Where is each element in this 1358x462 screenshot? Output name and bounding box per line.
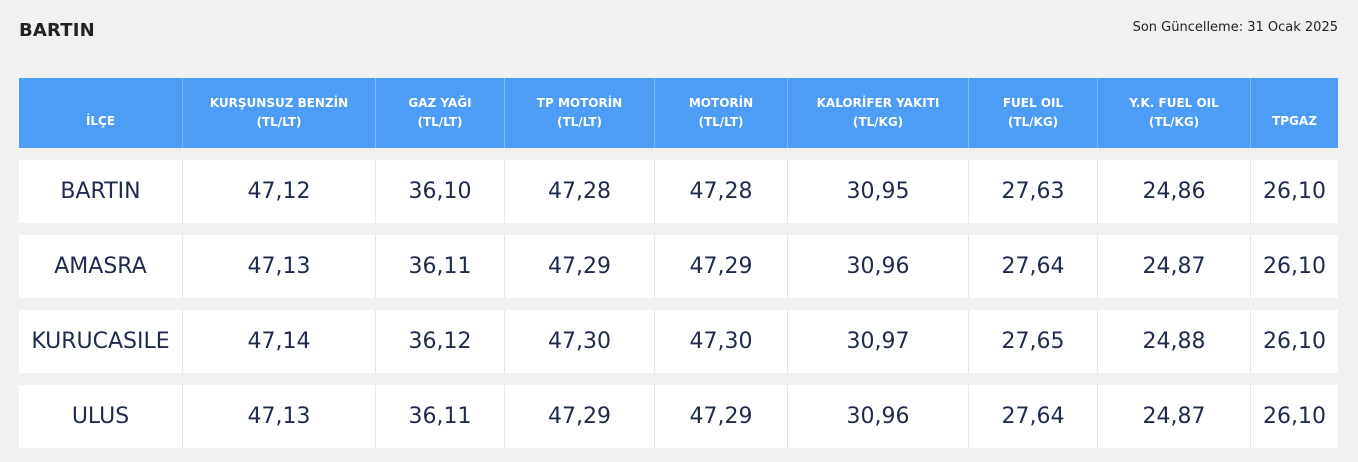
cell-kursunsuz-benzin: 47,13	[182, 385, 375, 448]
cell-kalorifer-yakiti: 30,96	[787, 235, 968, 298]
column-header-unit: (TL/LT)	[256, 115, 302, 129]
cell-ilce: ULUS	[19, 385, 182, 448]
cell-gaz-yagi: 36,11	[375, 235, 504, 298]
cell-tp-motorin: 47,30	[504, 310, 654, 373]
cell-tpgaz: 26,10	[1250, 160, 1338, 223]
cell-tpgaz: 26,10	[1250, 235, 1338, 298]
column-header-fuel-oil: FUEL OIL (TL/KG)	[968, 78, 1097, 148]
cell-tpgaz: 26,10	[1250, 310, 1338, 373]
column-header-unit: (TL/LT)	[698, 115, 744, 129]
cell-motorin: 47,28	[654, 160, 787, 223]
column-header-kalorifer-yakiti: KALORİFER YAKITI (TL/KG)	[787, 78, 968, 148]
table-row: BARTIN 47,12 36,10 47,28 47,28 30,95 27,…	[19, 160, 1338, 223]
column-header-tp-motorin: TP MOTORİN (TL/LT)	[504, 78, 654, 148]
column-header-unit: (TL/KG)	[1148, 115, 1200, 129]
table-row: ULUS 47,13 36,11 47,29 47,29 30,96 27,64…	[19, 385, 1338, 448]
cell-ilce: AMASRA	[19, 235, 182, 298]
cell-yk-fuel-oil: 24,87	[1097, 385, 1250, 448]
table-row: AMASRA 47,13 36,11 47,29 47,29 30,96 27,…	[19, 235, 1338, 298]
column-header-yk-fuel-oil: Y.K. FUEL OIL (TL/KG)	[1097, 78, 1250, 148]
cell-motorin: 47,29	[654, 235, 787, 298]
cell-tp-motorin: 47,28	[504, 160, 654, 223]
column-header-kursunsuz-benzin: KURŞUNSUZ BENZİN (TL/LT)	[182, 78, 375, 148]
cell-fuel-oil: 27,63	[968, 160, 1097, 223]
column-header-label: KURŞUNSUZ BENZİN	[209, 96, 349, 110]
fuel-price-table: İLÇE KURŞUNSUZ BENZİN (TL/LT) GAZ YAĞI (…	[19, 66, 1338, 460]
column-header-label: FUEL OIL	[1002, 96, 1064, 110]
column-header-label: MOTORİN	[688, 96, 754, 110]
cell-fuel-oil: 27,64	[968, 235, 1097, 298]
column-header-label: TP MOTORİN	[536, 96, 623, 110]
cell-motorin: 47,30	[654, 310, 787, 373]
cell-ilce: KURUCASILE	[19, 310, 182, 373]
cell-tp-motorin: 47,29	[504, 385, 654, 448]
column-header-unit: (TL/KG)	[852, 115, 904, 129]
column-header-label: GAZ YAĞI	[408, 96, 472, 110]
cell-gaz-yagi: 36,11	[375, 385, 504, 448]
cell-yk-fuel-oil: 24,88	[1097, 310, 1250, 373]
column-header-label: İLÇE	[85, 113, 116, 128]
cell-fuel-oil: 27,65	[968, 310, 1097, 373]
column-header-ilce: İLÇE	[19, 78, 182, 148]
table-row: KURUCASILE 47,14 36,12 47,30 47,30 30,97…	[19, 310, 1338, 373]
column-header-label: TPGAZ	[1272, 113, 1317, 128]
column-header-tpgaz: TPGAZ	[1250, 78, 1338, 148]
column-header-unit: (TL/KG)	[1007, 115, 1059, 129]
table-header-row: İLÇE KURŞUNSUZ BENZİN (TL/LT) GAZ YAĞI (…	[19, 78, 1338, 148]
cell-fuel-oil: 27,64	[968, 385, 1097, 448]
cell-kalorifer-yakiti: 30,97	[787, 310, 968, 373]
cell-kalorifer-yakiti: 30,96	[787, 385, 968, 448]
cell-yk-fuel-oil: 24,86	[1097, 160, 1250, 223]
cell-kalorifer-yakiti: 30,95	[787, 160, 968, 223]
cell-motorin: 47,29	[654, 385, 787, 448]
column-header-label: Y.K. FUEL OIL	[1129, 96, 1219, 110]
column-header-label: KALORİFER YAKITI	[816, 96, 940, 110]
cell-yk-fuel-oil: 24,87	[1097, 235, 1250, 298]
cell-tpgaz: 26,10	[1250, 385, 1338, 448]
column-header-gaz-yagi: GAZ YAĞI (TL/LT)	[375, 78, 504, 148]
cell-gaz-yagi: 36,12	[375, 310, 504, 373]
cell-ilce: BARTIN	[19, 160, 182, 223]
cell-gaz-yagi: 36,10	[375, 160, 504, 223]
column-header-motorin: MOTORİN (TL/LT)	[654, 78, 787, 148]
cell-kursunsuz-benzin: 47,14	[182, 310, 375, 373]
cell-kursunsuz-benzin: 47,13	[182, 235, 375, 298]
column-header-unit: (TL/LT)	[556, 115, 603, 129]
last-update-text: Son Güncelleme: 31 Ocak 2025	[1132, 20, 1338, 35]
column-header-unit: (TL/LT)	[417, 115, 463, 129]
cell-tp-motorin: 47,29	[504, 235, 654, 298]
page-title: BARTIN	[19, 20, 95, 41]
cell-kursunsuz-benzin: 47,12	[182, 160, 375, 223]
